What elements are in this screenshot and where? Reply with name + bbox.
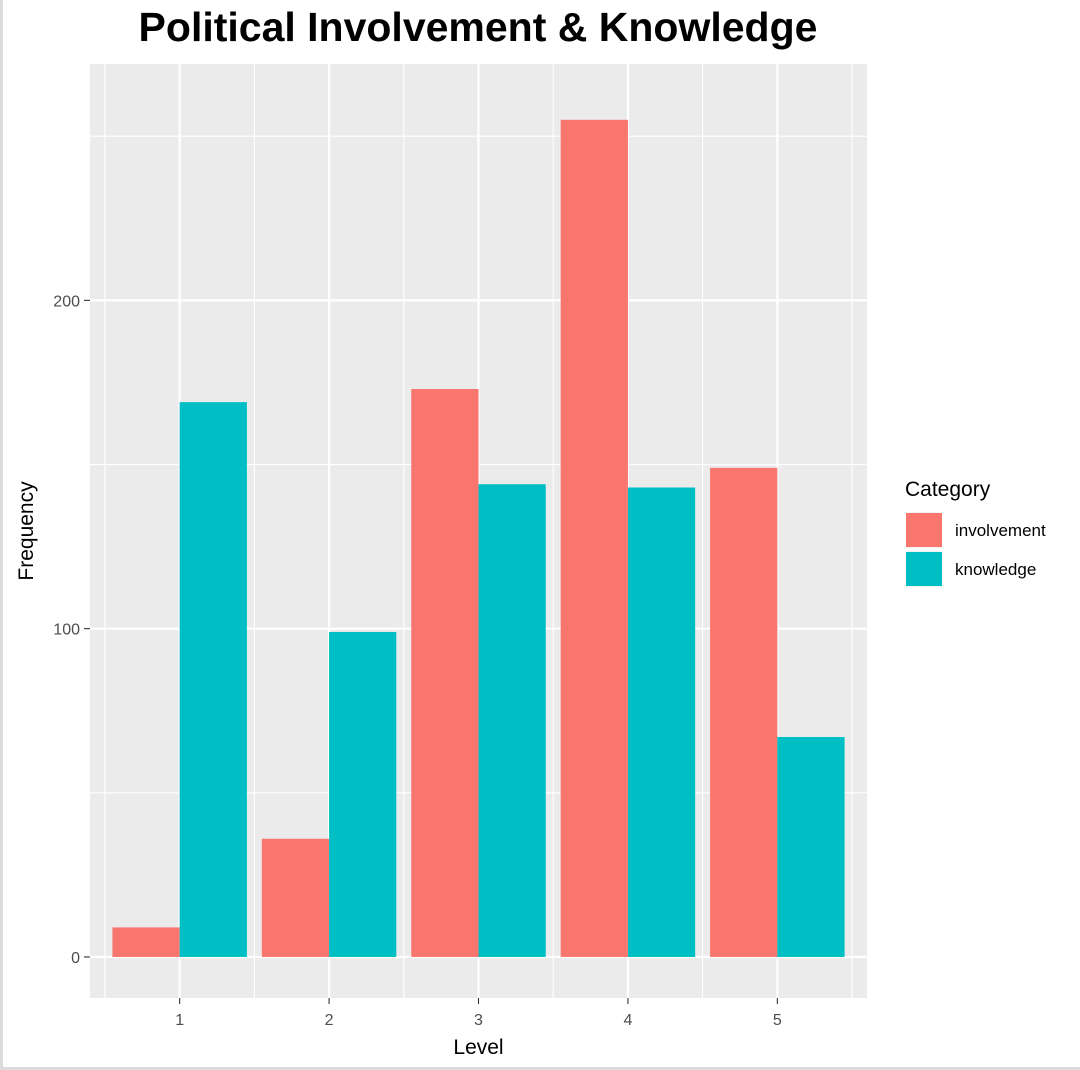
minor-gridlines <box>90 64 867 998</box>
y-axis-title: Frequency <box>15 481 38 581</box>
bar-involvement-4 <box>560 119 628 957</box>
bar-knowledge-2 <box>329 631 397 957</box>
bar-involvement-1 <box>112 927 180 957</box>
chart-title: Political Involvement & Knowledge <box>138 4 818 50</box>
bar-knowledge-4 <box>627 487 696 957</box>
x-axis: 1 2 3 4 5 <box>175 998 782 1029</box>
legend-label-knowledge: knowledge <box>955 560 1036 579</box>
legend-key-knowledge <box>906 552 942 586</box>
x-tick-label: 4 <box>623 1012 632 1029</box>
x-tick-label: 5 <box>773 1012 782 1029</box>
y-axis: 0 100 200 <box>53 293 90 967</box>
bar-involvement-5 <box>710 467 778 957</box>
legend-title: Category <box>905 478 991 501</box>
bar-involvement-3 <box>411 389 479 957</box>
legend-key-involvement <box>906 513 942 547</box>
x-tick-label: 1 <box>175 1012 184 1029</box>
bar-knowledge-1 <box>179 402 247 957</box>
x-axis-title: Level <box>453 1036 503 1059</box>
y-tick-label: 0 <box>71 950 80 967</box>
y-tick-label: 200 <box>53 293 80 310</box>
x-tick-label: 2 <box>325 1012 334 1029</box>
bar-knowledge-3 <box>478 484 546 957</box>
bar-involvement-2 <box>261 838 330 957</box>
bars <box>112 119 845 957</box>
y-tick-label: 100 <box>53 622 80 639</box>
bar-knowledge-5 <box>777 737 845 957</box>
legend: Category involvement knowledge <box>905 478 1046 587</box>
x-tick-label: 3 <box>474 1012 483 1029</box>
legend-label-involvement: involvement <box>955 521 1046 540</box>
